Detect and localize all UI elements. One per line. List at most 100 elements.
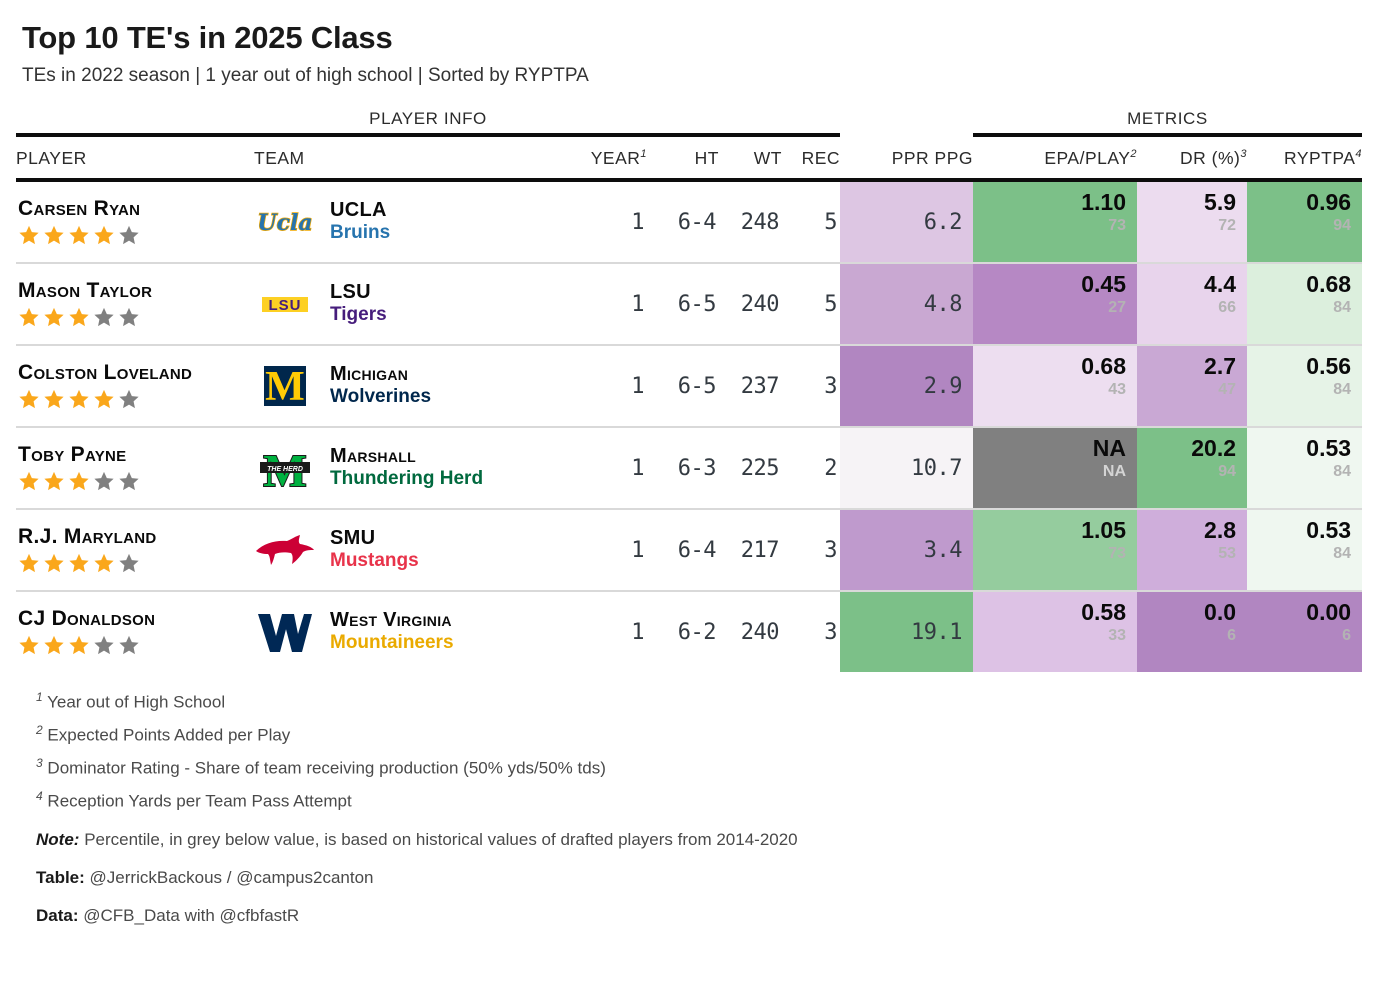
ppr-ppg-cell: 4.8 bbox=[840, 263, 974, 346]
ppr-ppg-cell: 19.1 bbox=[840, 591, 974, 672]
ppr-ppg-value: 2.9 bbox=[923, 373, 963, 399]
ucla-logo: Ucla bbox=[254, 194, 316, 250]
epa-percentile: 33 bbox=[1108, 627, 1127, 645]
col-wt[interactable]: WT bbox=[719, 135, 782, 182]
col-wt-label: WT bbox=[753, 148, 782, 168]
col-team[interactable]: TEAM bbox=[254, 135, 569, 182]
svg-text:LSU: LSU bbox=[269, 297, 302, 314]
col-rec-label: REC bbox=[801, 148, 841, 168]
source-text: @JerrickBackous / @campus2canton bbox=[89, 867, 374, 887]
col-ppr-ppg[interactable]: PPR PPG bbox=[840, 135, 974, 182]
table-row[interactable]: R.J. Maryland SMU Mustangs 1 6-4 217 3 3.4 1.05 7… bbox=[16, 509, 1363, 592]
epa-cell: NA NA bbox=[973, 427, 1138, 510]
ppr-ppg-value: 3.4 bbox=[923, 537, 963, 563]
source-label: Table: bbox=[36, 867, 85, 887]
star-rating bbox=[18, 470, 252, 492]
ryptpa-cell: 0.00 6 bbox=[1247, 591, 1363, 672]
epa-percentile: 27 bbox=[1108, 299, 1127, 317]
col-player-label: PLAYER bbox=[16, 148, 87, 168]
dr-percentile: 53 bbox=[1218, 545, 1237, 563]
col-year-sup: 1 bbox=[640, 148, 647, 161]
player-cell: Toby Payne bbox=[16, 427, 254, 510]
dr-value: 2.7 bbox=[1204, 353, 1237, 379]
col-epa-play[interactable]: EPA/PLAY2 bbox=[973, 135, 1138, 182]
dr-cell: 5.9 72 bbox=[1137, 180, 1248, 264]
dr-cell: 4.4 66 bbox=[1137, 263, 1248, 346]
height-value: 6-2 bbox=[677, 619, 717, 645]
player-cell: Mason Taylor bbox=[16, 263, 254, 346]
source-line: Data: @CFB_Data with @cfbfastR bbox=[36, 906, 1362, 926]
table-row[interactable]: CJ Donaldson West Virginia Mountaineers 1 6-… bbox=[16, 591, 1363, 672]
player-name: Colston Loveland bbox=[18, 360, 193, 384]
col-dr-label: DR (%) bbox=[1180, 148, 1241, 168]
footnote-text: Reception Yards per Team Pass Attempt bbox=[47, 791, 352, 811]
star-icon bbox=[43, 634, 65, 656]
col-ryptpa[interactable]: RYPTPA4 bbox=[1247, 135, 1363, 182]
dr-value: 4.4 bbox=[1204, 271, 1237, 297]
col-ryptpa-sup: 4 bbox=[1355, 148, 1363, 161]
weight-value: 248 bbox=[719, 180, 782, 264]
star-icon bbox=[68, 306, 90, 328]
ryptpa-value: 0.00 bbox=[1306, 599, 1352, 625]
epa-value: 0.45 bbox=[1081, 271, 1127, 297]
page-title: Top 10 TE's in 2025 Class bbox=[22, 20, 393, 55]
spanner-gap bbox=[840, 109, 973, 135]
dr-value: 0.0 bbox=[1204, 599, 1237, 625]
ryptpa-value: 0.68 bbox=[1306, 271, 1352, 297]
spanner-metrics: METRICS bbox=[973, 109, 1363, 137]
col-ht-label: HT bbox=[694, 148, 719, 168]
ryptpa-value: 0.56 bbox=[1306, 353, 1352, 379]
col-player[interactable]: PLAYER bbox=[16, 135, 254, 182]
footnote: 4 Reception Yards per Team Pass Attempt bbox=[36, 785, 1362, 818]
dr-percentile: 94 bbox=[1218, 463, 1237, 481]
player-name: Carsen Ryan bbox=[18, 196, 141, 220]
col-year[interactable]: YEAR1 bbox=[569, 135, 647, 182]
epa-cell: 0.45 27 bbox=[973, 263, 1138, 346]
table-row[interactable]: Mason Taylor LSU LSU Tigers 1 6-5 240 5 4.8 0.45 2… bbox=[16, 263, 1363, 346]
dr-percentile: 6 bbox=[1227, 627, 1237, 645]
ryptpa-percentile: 84 bbox=[1333, 545, 1352, 563]
page-subtitle: TEs in 2022 season | 1 year out of high … bbox=[22, 65, 589, 86]
team-mascot: Thundering Herd bbox=[330, 468, 484, 490]
weight-value: 240 bbox=[719, 263, 782, 346]
player-name: R.J. Maryland bbox=[18, 524, 157, 548]
team-name: Marshall bbox=[330, 445, 416, 468]
star-icon bbox=[93, 470, 115, 492]
epa-value: 0.68 bbox=[1081, 353, 1127, 379]
col-ht[interactable]: HT bbox=[647, 135, 719, 182]
star-icon bbox=[93, 552, 115, 574]
star-icon bbox=[68, 634, 90, 656]
ppr-ppg-value: 6.2 bbox=[923, 209, 963, 235]
table-row[interactable]: Carsen Ryan Ucla UCLA Bruins 1 6-4 248 5 6.2 1.10… bbox=[16, 180, 1363, 264]
team-name: UCLA bbox=[330, 199, 387, 222]
star-rating bbox=[18, 634, 252, 656]
ppr-ppg-cell: 6.2 bbox=[840, 180, 974, 264]
col-rec[interactable]: REC bbox=[782, 135, 841, 182]
table-row[interactable]: Colston Loveland M Michigan Wolverines 1 6-5 2… bbox=[16, 345, 1363, 428]
ryptpa-value: 0.96 bbox=[1306, 189, 1352, 215]
team-mascot: Mountaineers bbox=[330, 632, 454, 654]
rec-value: 2 bbox=[782, 427, 841, 510]
star-icon bbox=[68, 388, 90, 410]
table-body: Carsen Ryan Ucla UCLA Bruins 1 6-4 248 5 6.2 1.10… bbox=[16, 180, 1363, 672]
year-value: 1 bbox=[569, 180, 647, 264]
epa-value: 0.58 bbox=[1081, 599, 1127, 625]
ryptpa-percentile: 6 bbox=[1342, 627, 1352, 645]
table-page: Top 10 TE's in 2025 Class TEs in 2022 se… bbox=[16, 20, 1363, 926]
team-cell: West Virginia Mountaineers bbox=[254, 591, 569, 672]
dr-value: 20.2 bbox=[1191, 435, 1237, 461]
source-label: Data: bbox=[36, 905, 79, 925]
star-icon bbox=[118, 306, 140, 328]
epa-percentile: 73 bbox=[1108, 545, 1127, 563]
player-name: Mason Taylor bbox=[18, 278, 153, 302]
svg-text:Ucla: Ucla bbox=[257, 210, 312, 236]
ppr-ppg-value: 19.1 bbox=[911, 619, 963, 645]
footnote-text: Year out of High School bbox=[47, 692, 226, 712]
col-dr-sup: 3 bbox=[1240, 148, 1248, 161]
footnote: 1 Year out of High School bbox=[36, 686, 1362, 719]
ryptpa-percentile: 94 bbox=[1333, 217, 1352, 235]
col-dr[interactable]: DR (%)3 bbox=[1137, 135, 1248, 182]
ryptpa-value: 0.53 bbox=[1306, 435, 1352, 461]
rec-value: 3 bbox=[782, 509, 841, 592]
